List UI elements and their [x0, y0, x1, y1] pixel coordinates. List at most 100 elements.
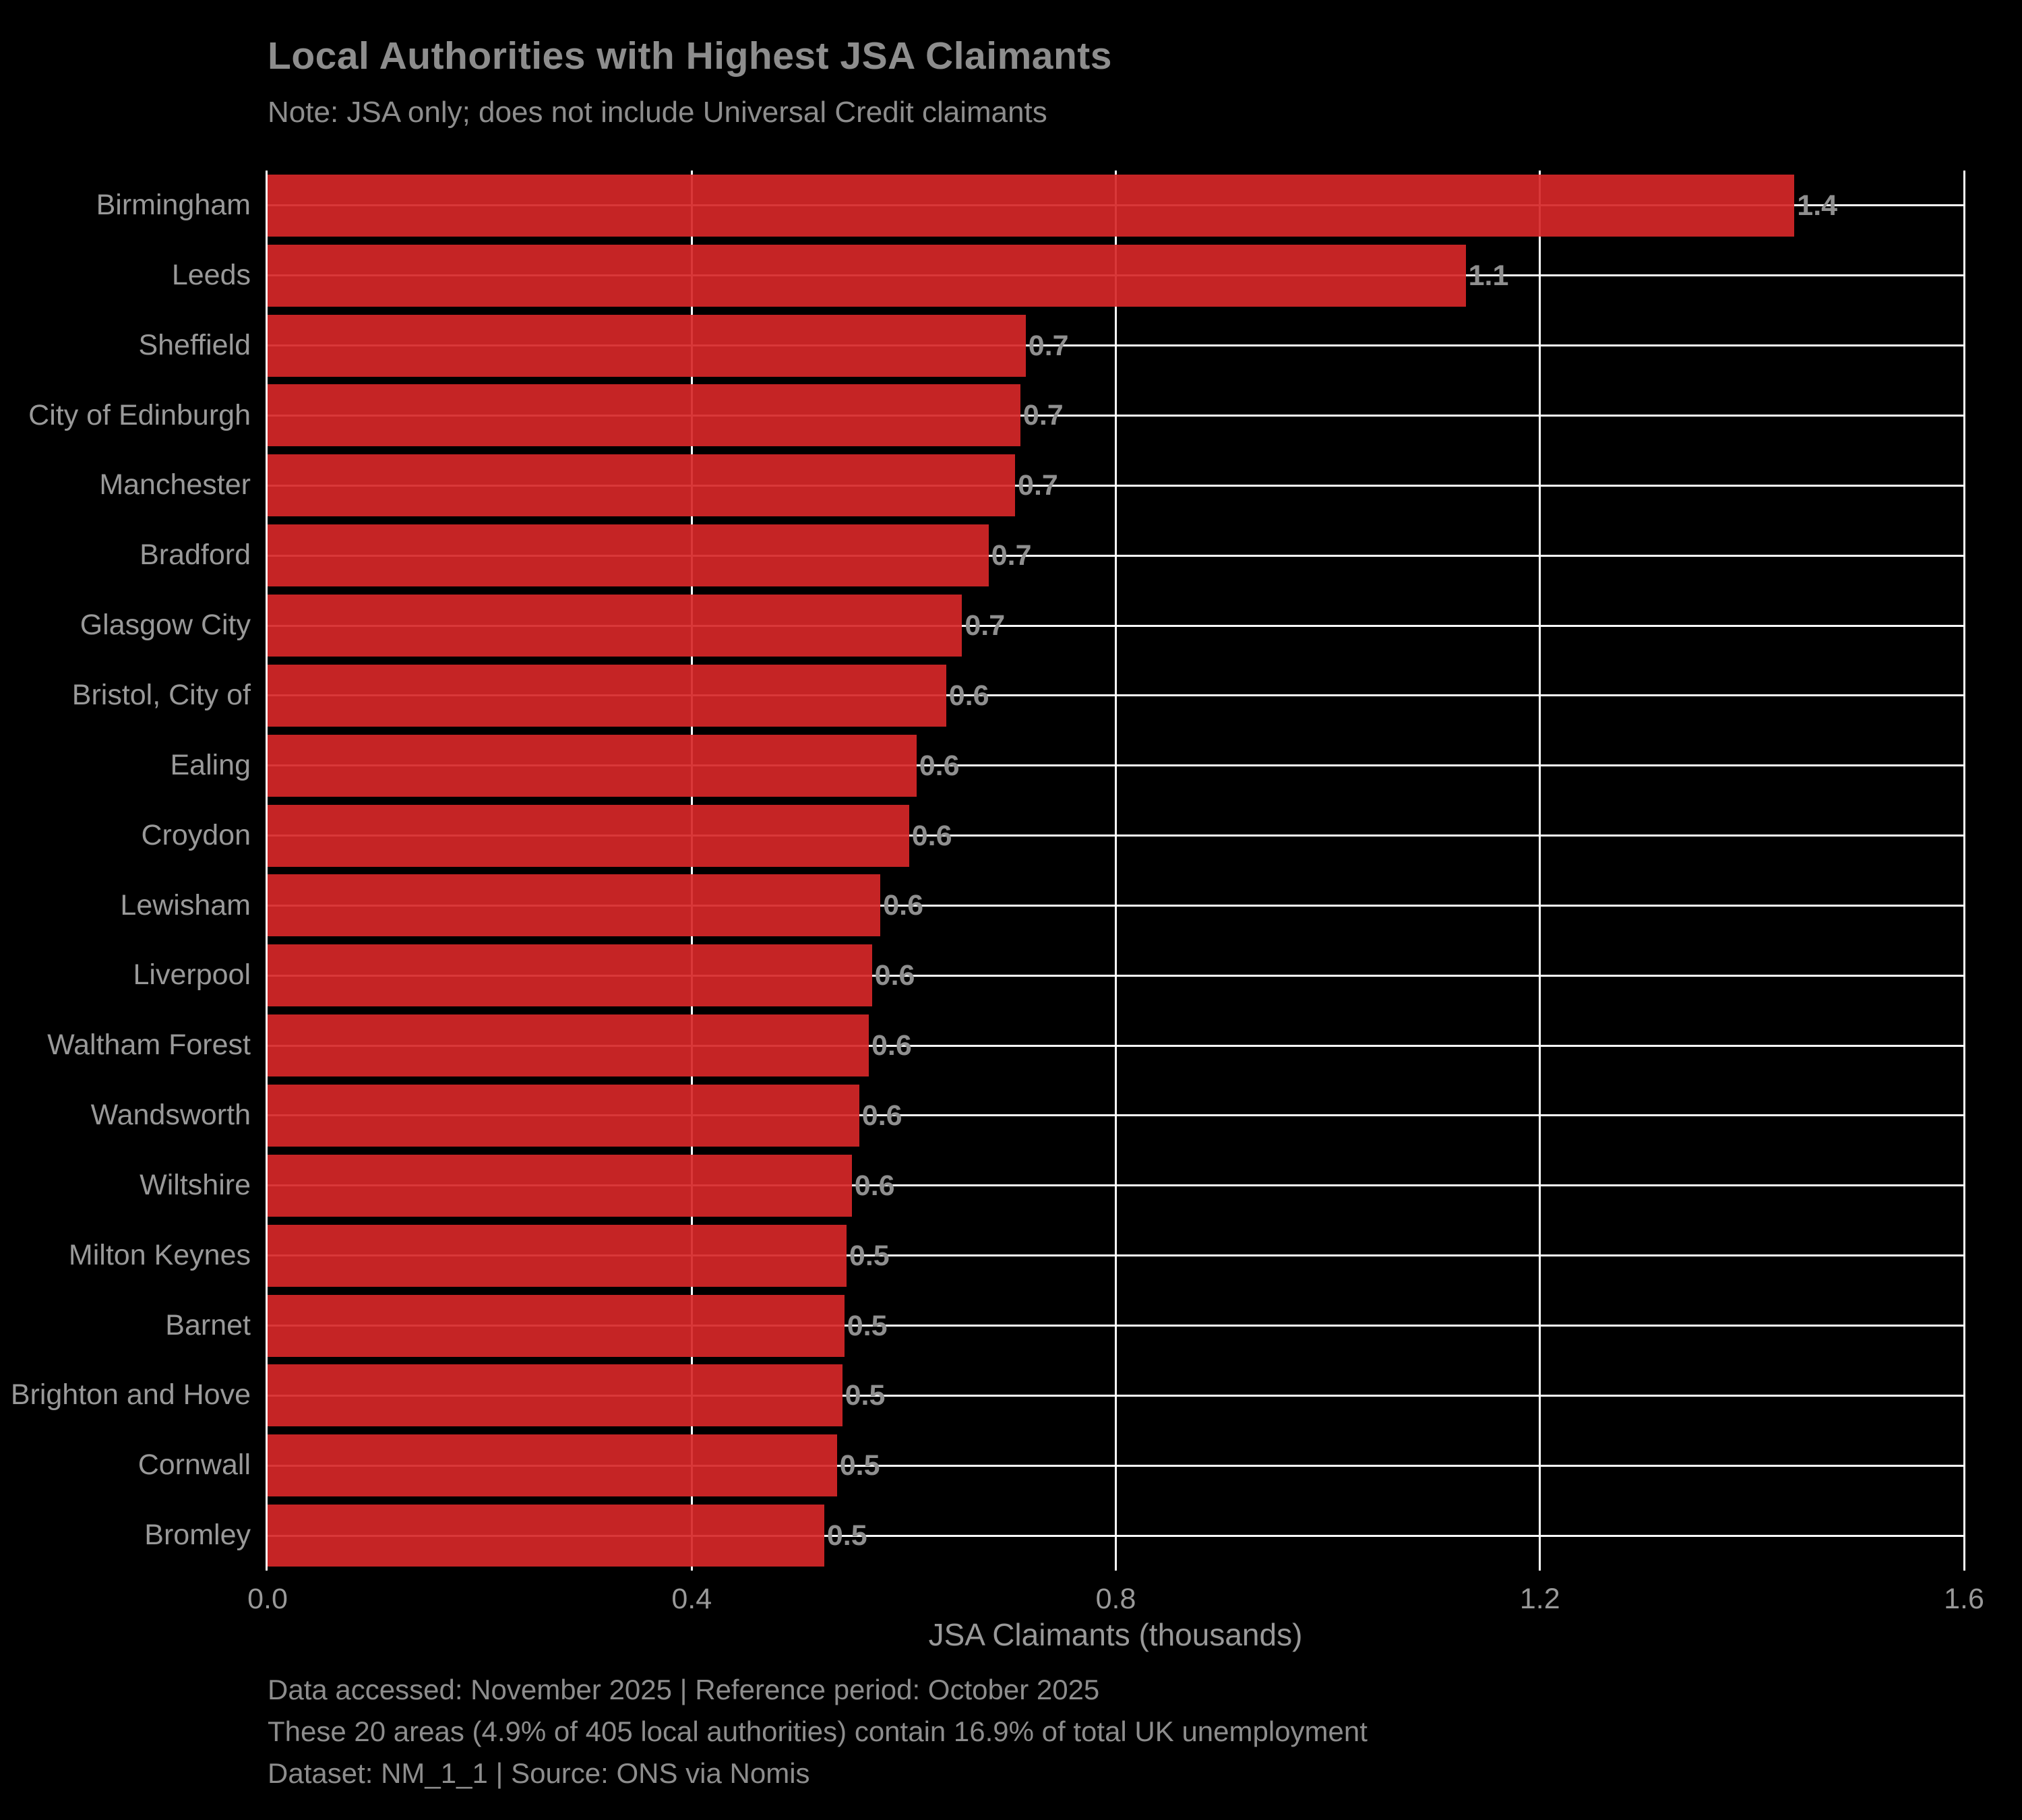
bar [268, 1224, 847, 1287]
bar-row-barnet: Barnet 0.5 [165, 1291, 1964, 1361]
footer-line-3: Dataset: NM_1_1 | Source: ONS via Nomis [268, 1757, 810, 1789]
value-label: 0.5 [849, 1239, 890, 1272]
category-label: Wandsworth [90, 1099, 251, 1132]
bar-row-brighton-and-hove: Brighton and Hove 0.5 [11, 1360, 1964, 1430]
bar [268, 734, 917, 797]
category-label: Leeds [171, 258, 251, 291]
plot-area: Birmingham 1.4 Leeds 1.1 Sheffield 0.7 City of… [11, 171, 1965, 1571]
bar-row-cornwall: Cornwall 0.5 [138, 1430, 1964, 1500]
bar-row-bromley: Bromley 0.5 [144, 1500, 1964, 1571]
horizontal-gridline [268, 694, 1964, 697]
bar [268, 524, 989, 587]
category-label: Wiltshire [140, 1168, 251, 1201]
value-label: 0.6 [874, 959, 915, 992]
category-label: Barnet [165, 1308, 251, 1341]
bar [268, 314, 1026, 377]
bar [268, 944, 872, 1007]
horizontal-gridline [268, 484, 1964, 487]
value-label: 1.4 [1797, 189, 1838, 222]
bar-row-wiltshire: Wiltshire 0.6 [140, 1151, 1964, 1221]
footer-line-2: These 20 areas (4.9% of 405 local author… [268, 1716, 1368, 1747]
bar [268, 454, 1016, 517]
vertical-gridline-1.6 [1963, 171, 1965, 1571]
category-label: Ealing [170, 748, 251, 781]
value-label: 0.6 [871, 1029, 912, 1062]
category-label: Lewisham [120, 888, 251, 921]
bar [268, 1434, 837, 1497]
category-label: Glasgow City [80, 609, 251, 642]
x-tick-0.4: 0.4 [671, 1583, 712, 1615]
horizontal-gridline [268, 1394, 1964, 1397]
horizontal-gridline [268, 1184, 1964, 1187]
horizontal-gridline [268, 764, 1964, 767]
horizontal-gridline [268, 1114, 1964, 1117]
value-label: 0.7 [1022, 399, 1064, 432]
horizontal-gridline [268, 344, 1964, 347]
bar-row-manchester: Manchester 0.7 [99, 450, 1964, 520]
category-label: Bromley [144, 1519, 251, 1552]
y-axis-spine [266, 171, 268, 1571]
bar [268, 1505, 824, 1567]
horizontal-gridline [268, 414, 1964, 417]
x-tick-1.6: 1.6 [1944, 1583, 1984, 1615]
category-label: Croydon [141, 818, 251, 851]
value-label: 0.6 [919, 749, 960, 782]
category-label: Sheffield [138, 328, 251, 361]
bar-row-croydon: Croydon 0.6 [141, 801, 1964, 871]
x-tick-0.8: 0.8 [1095, 1583, 1136, 1615]
bar-row-bradford: Bradford 0.7 [140, 520, 1964, 590]
category-label: Waltham Forest [47, 1029, 251, 1062]
bar [268, 244, 1466, 307]
bar-row-lewisham: Lewisham 0.6 [120, 871, 1964, 941]
category-label: Brighton and Hove [10, 1378, 251, 1412]
horizontal-gridline [268, 554, 1964, 557]
category-label: Milton Keynes [68, 1238, 251, 1271]
bar-row-bristol-city-of: Bristol, City of 0.6 [72, 661, 1964, 731]
category-label: Cornwall [137, 1449, 251, 1482]
bar [268, 664, 946, 727]
bar-row-city-of-edinburgh: City of Edinburgh 0.7 [28, 381, 1964, 451]
bar [268, 874, 881, 937]
bar [268, 384, 1020, 447]
horizontal-gridline [268, 904, 1964, 907]
horizontal-gridline [268, 1464, 1964, 1467]
vertical-gridline-0.8 [1115, 171, 1117, 1571]
x-tick-1.2: 1.2 [1519, 1583, 1560, 1615]
category-label: City of Edinburgh [28, 398, 251, 431]
value-label: 0.6 [948, 679, 989, 712]
value-label: 0.6 [854, 1169, 895, 1202]
footer-notes: Data accessed: November 2025 | Reference… [268, 1669, 1368, 1794]
bar-row-ealing: Ealing 0.6 [170, 731, 1964, 801]
chart-subtitle: Note: JSA only; does not include Univers… [268, 96, 1047, 129]
value-label: 0.5 [845, 1379, 886, 1412]
bar [268, 804, 909, 867]
bar-row-birmingham: Birmingham 1.4 [96, 171, 1964, 241]
category-label: Liverpool [133, 959, 251, 992]
vertical-gridline-1.2 [1539, 171, 1541, 1571]
horizontal-gridline [268, 1254, 1964, 1257]
category-label: Birmingham [96, 189, 251, 221]
horizontal-gridline [268, 1044, 1964, 1047]
bar [268, 1364, 842, 1427]
value-label: 0.5 [826, 1519, 867, 1552]
bar-row-milton-keynes: Milton Keynes 0.5 [69, 1221, 1964, 1291]
bar [268, 1014, 869, 1077]
value-label: 0.7 [991, 539, 1032, 572]
category-label: Bristol, City of [71, 678, 251, 711]
category-label: Manchester [99, 468, 251, 502]
chart-title: Local Authorities with Highest JSA Claim… [268, 34, 1112, 78]
value-label: 0.7 [1018, 469, 1058, 502]
bar [268, 1084, 859, 1147]
horizontal-gridline [268, 974, 1964, 977]
footer-line-1: Data accessed: November 2025 | Reference… [268, 1674, 1100, 1705]
value-label: 0.5 [839, 1449, 880, 1482]
value-label: 0.7 [1028, 329, 1069, 362]
x-tick-0.0: 0.0 [247, 1583, 288, 1615]
horizontal-gridline [268, 624, 1964, 627]
value-label: 1.1 [1468, 259, 1509, 292]
value-label: 0.5 [847, 1309, 888, 1342]
bar [268, 174, 1795, 237]
horizontal-gridline [268, 835, 1964, 837]
value-label: 0.6 [861, 1099, 902, 1132]
